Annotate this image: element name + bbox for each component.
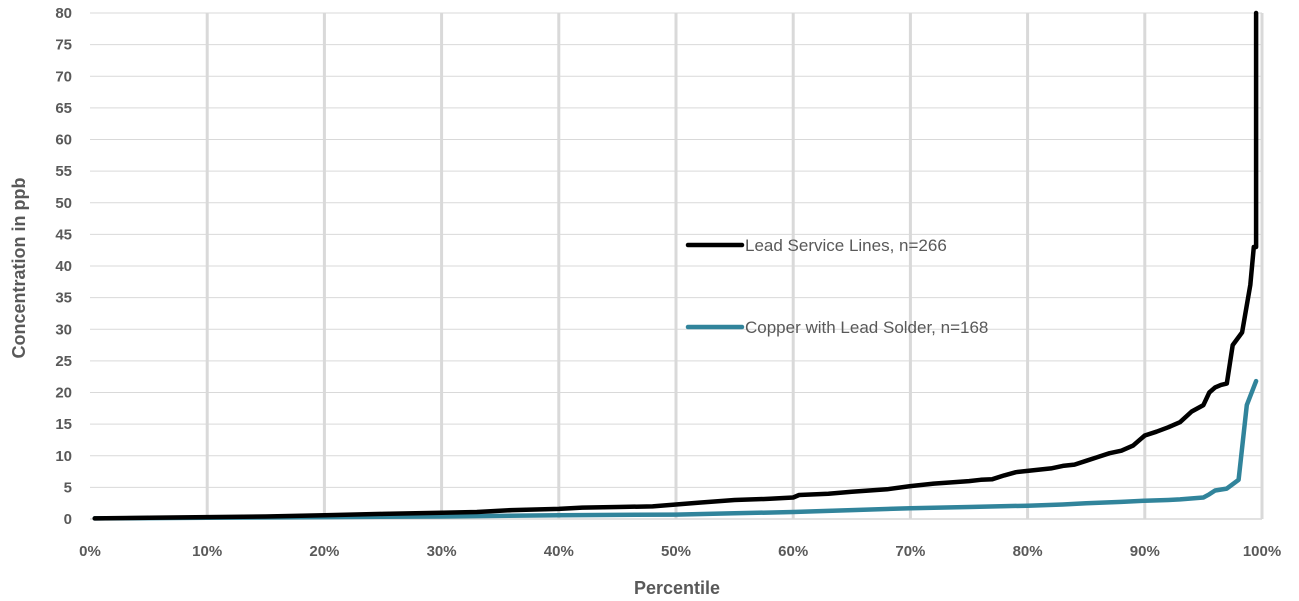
legend-entry: Copper with Lead Solder, n=168: [685, 318, 988, 337]
series-line-1: [92, 378, 1259, 521]
x-tick-label: 90%: [1130, 543, 1160, 560]
y-tick-label: 40: [55, 258, 72, 275]
y-axis-title: Concentration in ppb: [9, 178, 29, 359]
grid-lines: [90, 12, 1264, 519]
x-tick-label: 50%: [661, 543, 691, 560]
legend-entry: Lead Service Lines, n=266: [685, 236, 947, 255]
x-axis-title: Percentile: [634, 578, 720, 598]
y-tick-label: 10: [55, 448, 72, 465]
legend-label: Lead Service Lines, n=266: [745, 236, 947, 255]
y-tick-label: 35: [55, 290, 72, 307]
y-tick-label: 25: [55, 353, 72, 370]
y-tick-label: 80: [55, 5, 72, 22]
y-tick-labels: 0 5 10 15 20 25 30 35 40 45 50 55 60 65 70 75 80: [55, 5, 72, 528]
x-tick-labels: 0% 10% 20% 30% 40% 50% 60% 70% 80% 90% 100%: [79, 543, 1281, 560]
y-tick-label: 75: [55, 37, 72, 54]
legend: Lead Service Lines, n=266 Copper with Lea…: [685, 236, 988, 337]
legend-label: Copper with Lead Solder, n=168: [745, 318, 988, 337]
y-tick-label: 45: [55, 226, 72, 243]
y-tick-label: 65: [55, 100, 72, 117]
y-tick-label: 70: [55, 68, 72, 85]
x-tick-label: 60%: [778, 543, 808, 560]
x-tick-label: 0%: [79, 543, 101, 560]
x-tick-label: 70%: [895, 543, 925, 560]
y-tick-label: 15: [55, 416, 72, 433]
x-tick-label: 40%: [544, 543, 574, 560]
series-line-0: [92, 10, 1259, 521]
series-lines: [92, 10, 1259, 521]
y-tick-label: 5: [64, 479, 72, 496]
y-tick-label: 20: [55, 385, 72, 402]
y-tick-label: 60: [55, 132, 72, 149]
x-tick-label: 30%: [427, 543, 457, 560]
y-tick-label: 55: [55, 163, 72, 180]
y-tick-label: 30: [55, 321, 72, 338]
x-tick-label: 80%: [1013, 543, 1043, 560]
x-tick-label: 20%: [309, 543, 339, 560]
x-tick-label: 10%: [192, 543, 222, 560]
y-tick-label: 0: [64, 511, 72, 528]
x-tick-label: 100%: [1243, 543, 1281, 560]
y-tick-label: 50: [55, 195, 72, 212]
